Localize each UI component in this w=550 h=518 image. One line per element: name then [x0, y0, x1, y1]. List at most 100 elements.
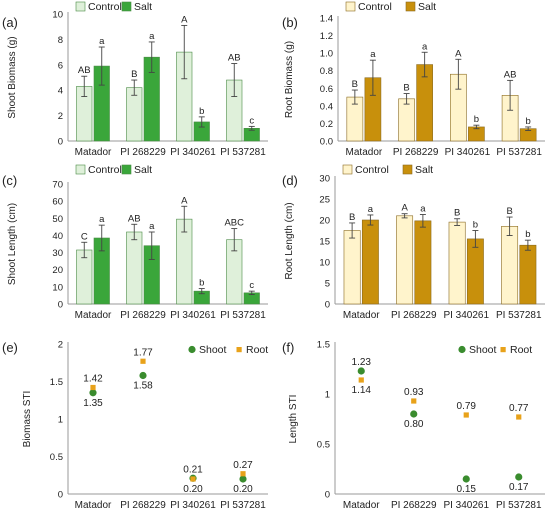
x-tick-label: Matador [75, 310, 112, 321]
x-tick-label: PI 268229 [120, 500, 166, 511]
panel-label: (b) [282, 15, 298, 30]
root-point [358, 377, 364, 383]
shoot-point [515, 473, 523, 481]
x-tick-label: PI 340261 [170, 147, 216, 158]
data-label: 1.77 [133, 347, 153, 358]
y-tick-label: 0 [325, 490, 330, 501]
y-tick-label: 30 [52, 248, 63, 259]
chart-b: (b) Root Biomass (g) 0.0 0.2 0.4 0.6 0.8 1.0 1.2… [282, 1, 545, 158]
legend-swatch [121, 164, 132, 175]
root-point [90, 384, 96, 391]
shoot-point [139, 371, 147, 380]
y-tick-label: 0.5 [317, 440, 330, 451]
significance-letter: AB [128, 213, 141, 224]
legend-marker [500, 347, 506, 353]
x-tick-label: PI 340261 [445, 147, 491, 158]
significance-letter: A [181, 195, 188, 206]
data-label: 0.79 [457, 401, 477, 412]
x-tick-label: PI 340261 [170, 310, 216, 321]
y-tick-label: 1.5 [50, 377, 63, 388]
data-label: 0.20 [233, 484, 253, 495]
significance-letter: b [473, 220, 478, 231]
chart-a: (a) Shoot Biomass (g) 0 2 4 6 8 10 Matador PI 268… [2, 1, 268, 158]
legend-label: Shoot [469, 344, 497, 356]
chart-c: (c) Shoot Length (cm) 0 10 20 30 40 50 60 70 Matad… [2, 164, 268, 321]
y-tick-label: 8 [58, 35, 63, 46]
x-tick-label: Matador [346, 147, 383, 158]
data-label: 0.27 [233, 460, 253, 471]
significance-letter: c [249, 280, 254, 291]
x-tick-label: PI 340261 [170, 500, 216, 511]
x-tick-label: PI 537281 [496, 147, 542, 158]
data-label: 0.21 [183, 464, 203, 475]
legend-swatch [402, 164, 413, 175]
y-tick-label: 70 [52, 180, 63, 191]
x-tick-label: PI 268229 [391, 500, 437, 511]
y-tick-label: 1.4 [320, 14, 333, 25]
significance-letter: b [199, 106, 204, 117]
y-axis-label: Root Biomass (g) [284, 41, 295, 118]
significance-letter: a [99, 214, 105, 225]
data-label: 1.58 [133, 381, 153, 392]
x-tick-label: PI 340261 [443, 500, 489, 511]
x-tick-label: PI 537281 [220, 147, 266, 158]
y-tick-label: 60 [52, 197, 63, 208]
y-axis-label: Biomass STI [22, 391, 33, 448]
y-tick-label: 1.2 [320, 31, 333, 42]
data-label: 0.93 [404, 387, 424, 398]
legend-swatch [75, 164, 86, 175]
chart-e: (e) Biomass STI 0 0.5 1 1.5 2 Matador PI 268229 P… [2, 340, 268, 512]
significance-letter: b [525, 229, 530, 240]
root-point [190, 476, 196, 482]
y-tick-label: 1.5 [317, 340, 330, 351]
bar [361, 219, 379, 305]
bar [396, 215, 414, 305]
legend-marker [188, 345, 196, 354]
significance-letter: c [249, 115, 254, 126]
legend-swatch [345, 1, 356, 12]
legend-label: Control [358, 1, 392, 13]
significance-letter: B [131, 69, 137, 80]
x-tick-label: PI 537281 [496, 500, 542, 511]
y-tick-label: 25 [319, 195, 330, 206]
legend-label: Salt [415, 164, 433, 176]
x-tick-label: PI 537281 [496, 310, 542, 321]
panel-label: (c) [2, 173, 17, 188]
legend-swatch [121, 1, 132, 12]
y-tick-label: 1 [58, 415, 63, 426]
significance-letter: A [401, 203, 408, 214]
legend-label: Control [355, 164, 389, 176]
legend-label: Root [510, 344, 532, 356]
significance-letter: b [199, 278, 204, 289]
y-tick-label: 50 [52, 214, 63, 225]
bar [519, 244, 537, 305]
significance-letter: a [149, 221, 155, 232]
root-point [463, 412, 469, 418]
significance-letter: C [81, 231, 88, 242]
y-tick-label: 0.0 [320, 137, 333, 148]
significance-letter: B [403, 83, 409, 94]
x-tick-label: Matador [75, 500, 112, 511]
y-axis-label: Length STI [288, 395, 299, 444]
significance-letter: a [422, 41, 428, 52]
legend-swatch [342, 164, 353, 175]
significance-letter: b [474, 114, 479, 125]
root-point [411, 398, 417, 404]
x-tick-label: PI 268229 [120, 310, 166, 321]
significance-letter: A [181, 14, 188, 25]
y-tick-label: 0 [58, 137, 63, 148]
y-tick-label: 2 [58, 340, 63, 351]
x-tick-label: PI 268229 [120, 147, 166, 158]
shoot-point [462, 475, 470, 483]
legend-label: Salt [134, 164, 152, 176]
significance-letter: B [454, 208, 460, 219]
x-tick-label: PI 537281 [220, 310, 266, 321]
bar [398, 98, 415, 142]
significance-letter: B [352, 79, 358, 90]
bar [343, 230, 361, 305]
x-tick-label: Matador [343, 500, 380, 511]
significance-letter: a [370, 49, 376, 60]
panel-label: (e) [2, 340, 18, 355]
bar [126, 231, 143, 305]
